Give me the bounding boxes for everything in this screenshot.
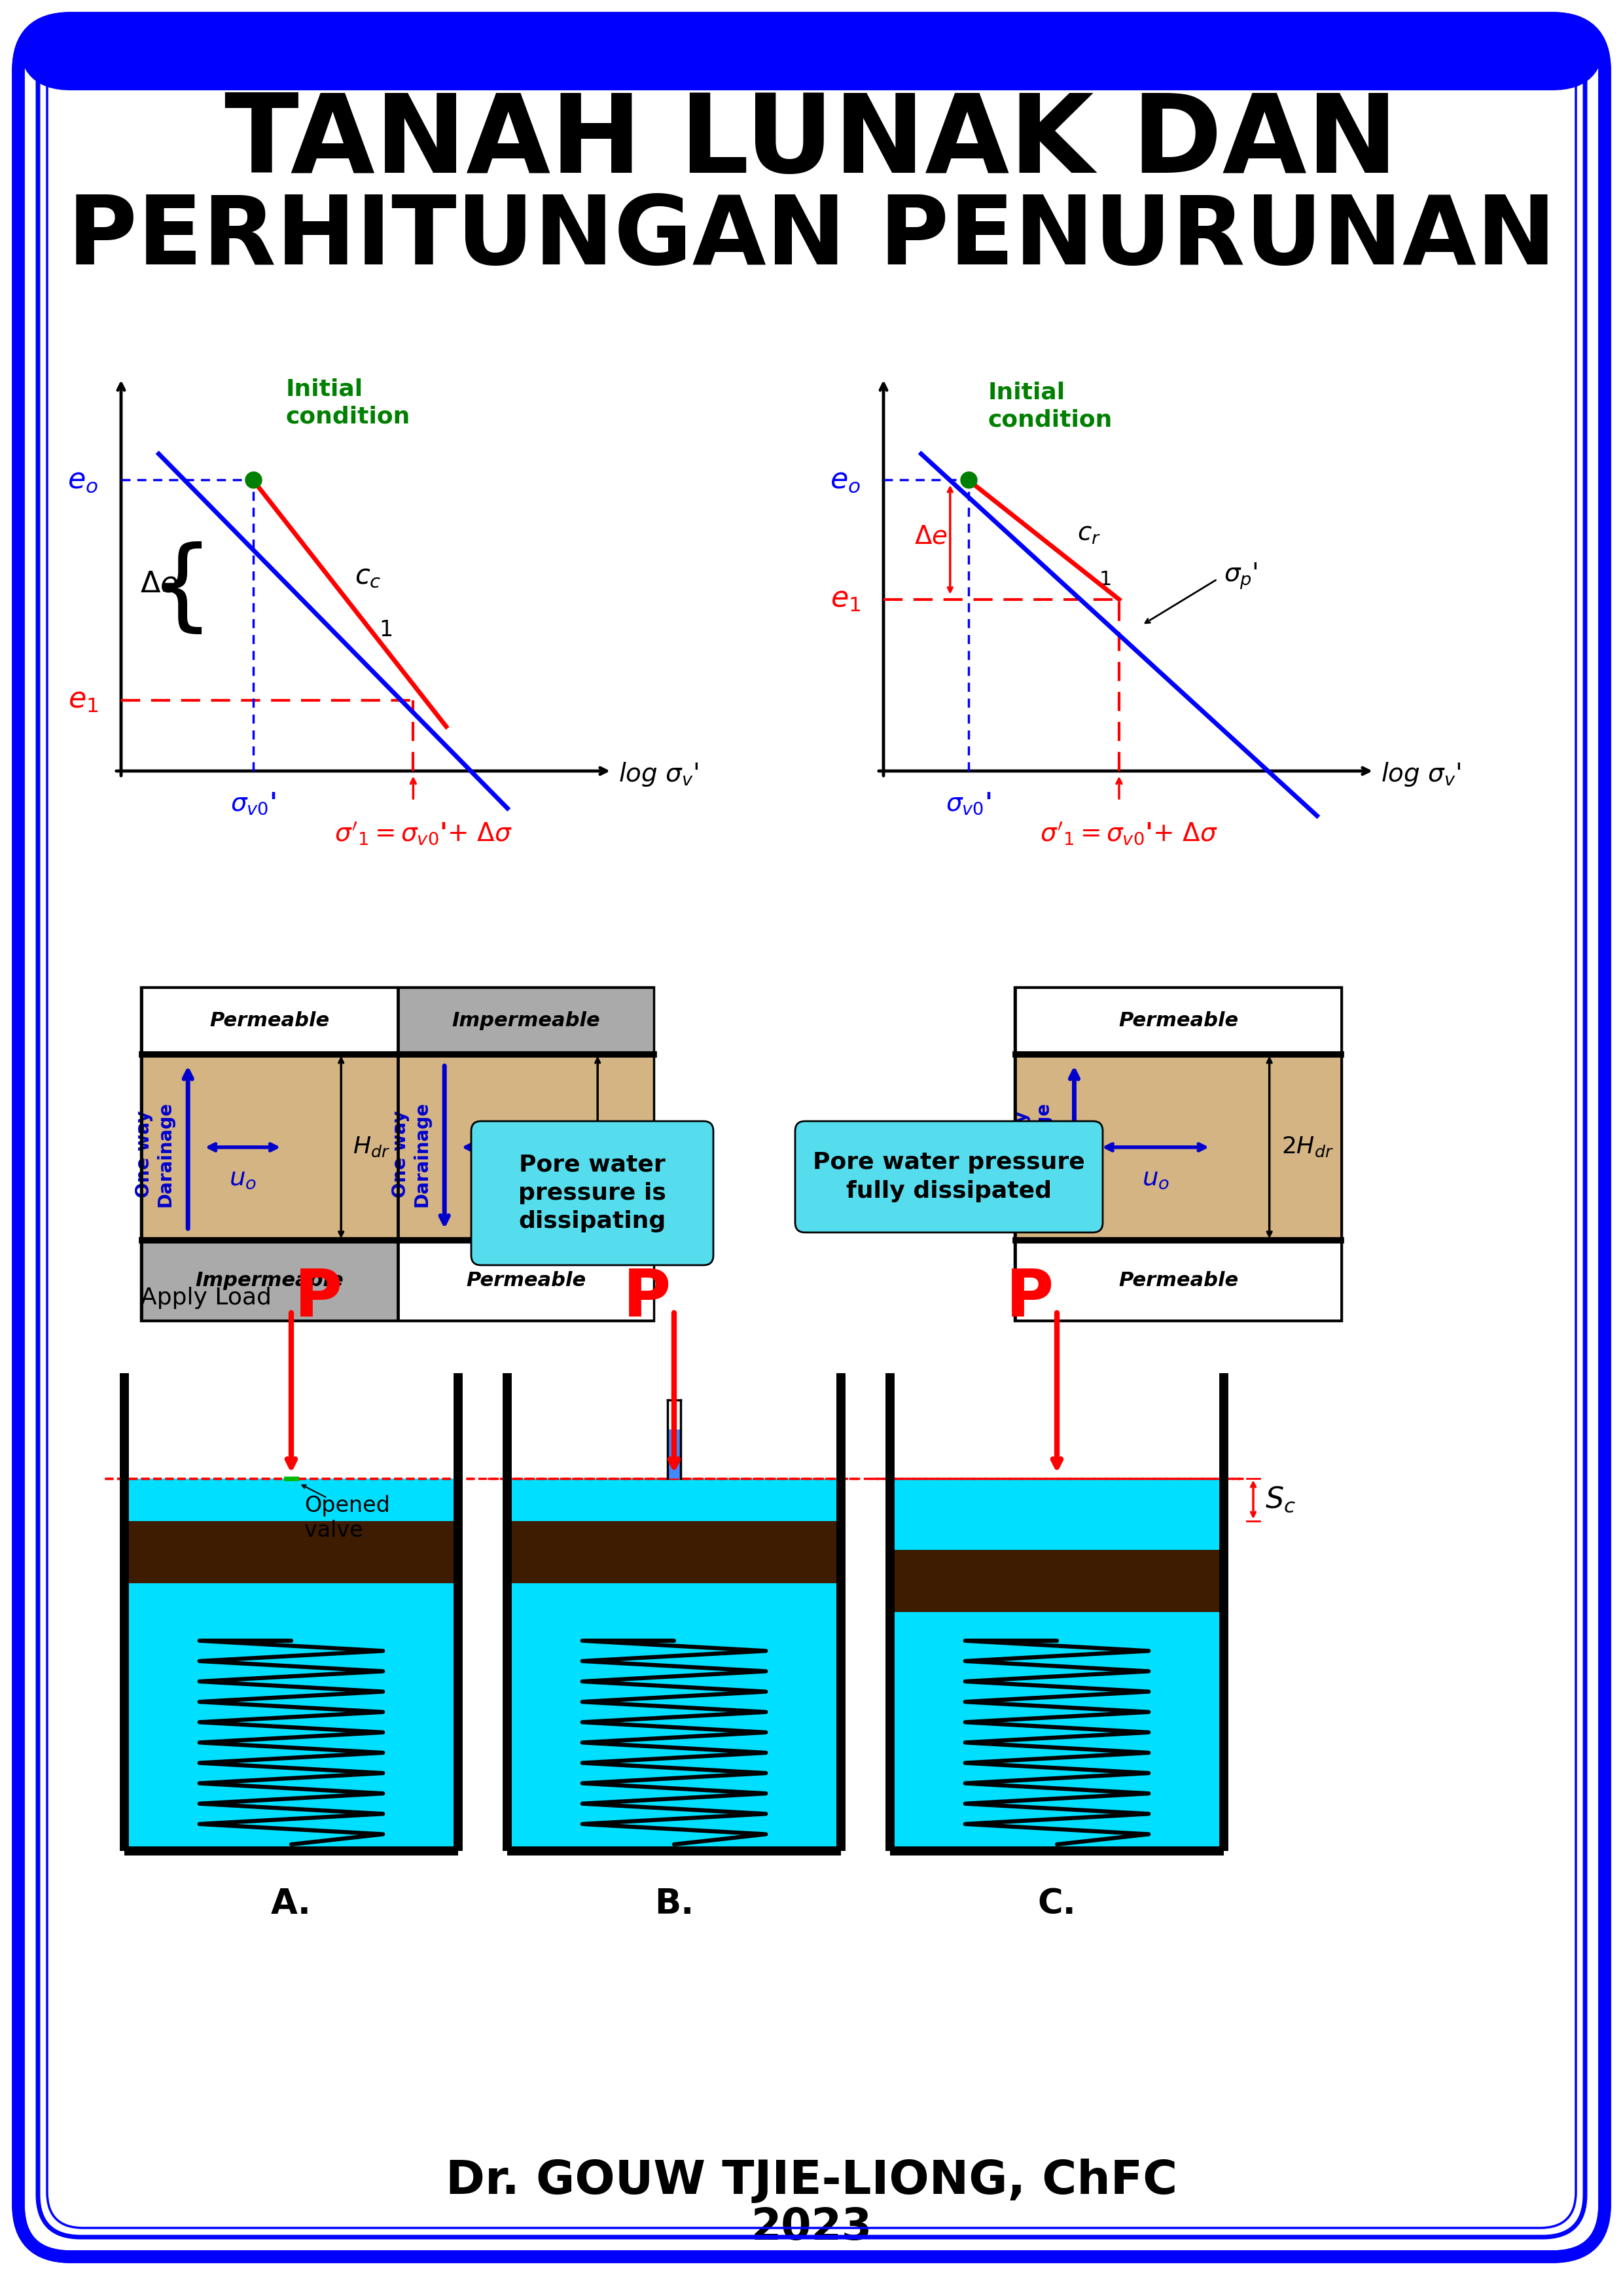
Bar (1016, 987, 1341, 1054)
Text: $\sigma_{v0}$': $\sigma_{v0}$' (230, 790, 276, 815)
Text: A.: A. (271, 1887, 312, 1922)
Text: {: { (151, 542, 214, 638)
Polygon shape (661, 1256, 687, 1258)
Text: Opened
valve: Opened valve (305, 1495, 390, 1541)
Text: Permeable: Permeable (466, 1270, 586, 1290)
Bar (143, 987, 398, 1320)
Text: P: P (294, 1265, 342, 1329)
Text: Impermeable: Impermeable (453, 1013, 601, 1031)
Bar (1016, 987, 1341, 1320)
Text: $c_c$: $c_c$ (355, 563, 381, 590)
Bar (143, 987, 398, 1320)
Text: $\sigma_p$': $\sigma_p$' (1224, 560, 1258, 590)
Text: $u_o$: $u_o$ (485, 1166, 513, 1189)
Text: $\Delta e$: $\Delta e$ (914, 523, 948, 549)
Text: 1: 1 (1099, 569, 1112, 590)
Text: $\sigma'_1=\sigma_{v0}$'$+\ \Delta\sigma$: $\sigma'_1=\sigma_{v0}$'$+\ \Delta\sigma… (334, 820, 511, 847)
Bar (1016, 987, 1341, 1320)
Text: $e_1$: $e_1$ (68, 687, 97, 714)
Text: $\Delta e$: $\Delta e$ (140, 569, 179, 597)
Text: $H_{dr}$: $H_{dr}$ (609, 1137, 646, 1159)
Text: Apply Load: Apply Load (141, 1286, 271, 1309)
Bar (399, 987, 654, 1320)
Text: PERHITUNGAN PENURUNAN: PERHITUNGAN PENURUNAN (67, 191, 1556, 285)
Bar (125, 1479, 458, 1522)
Bar (141, 987, 654, 1320)
Text: $u_o$: $u_o$ (1141, 1166, 1169, 1189)
Text: $H_{dr}$: $H_{dr}$ (352, 1137, 390, 1159)
Text: $S_c$: $S_c$ (1264, 1486, 1295, 1513)
Bar (125, 1479, 458, 1851)
Bar (125, 1522, 458, 1584)
Bar (143, 987, 398, 1054)
Text: Permeable: Permeable (1118, 1013, 1238, 1031)
Bar (667, 1428, 680, 1479)
Text: $2H_{dr}$: $2H_{dr}$ (1281, 1137, 1334, 1159)
FancyBboxPatch shape (18, 18, 1605, 90)
Text: $e_o$: $e_o$ (829, 466, 860, 494)
Bar (1016, 1240, 1341, 1320)
Bar (143, 1054, 398, 1240)
Text: log $\sigma_v$': log $\sigma_v$' (618, 760, 698, 788)
Bar (1016, 1054, 1341, 1240)
FancyBboxPatch shape (471, 1120, 714, 1265)
Bar (399, 987, 654, 1320)
Text: One way
Darainage: One way Darainage (135, 1102, 175, 1208)
Bar (143, 1240, 398, 1320)
Text: Pore water
pressure is
dissipating: Pore water pressure is dissipating (518, 1153, 665, 1233)
Text: P: P (623, 1265, 670, 1329)
Bar (506, 1522, 841, 1584)
Text: Dr. GOUW TJIE-LIONG, ChFC: Dr. GOUW TJIE-LIONG, ChFC (446, 2158, 1177, 2204)
Text: Initial
condition: Initial condition (286, 379, 411, 427)
FancyBboxPatch shape (795, 1120, 1102, 1233)
Text: $e_o$: $e_o$ (68, 466, 97, 494)
Text: $e_1$: $e_1$ (831, 585, 860, 613)
Text: B.: B. (654, 1887, 693, 1922)
Text: 1: 1 (378, 620, 393, 641)
Bar (506, 1479, 841, 1522)
Text: 2023: 2023 (751, 2206, 872, 2248)
Text: log $\sigma_v$': log $\sigma_v$' (1381, 760, 1461, 788)
Text: C.: C. (1037, 1887, 1076, 1922)
Text: Impermeable: Impermeable (195, 1270, 344, 1290)
Text: TANAH LUNAK DAN: TANAH LUNAK DAN (224, 90, 1399, 195)
Text: Permeable: Permeable (1118, 1270, 1238, 1290)
Polygon shape (1031, 1221, 1057, 1226)
FancyBboxPatch shape (32, 34, 1591, 2252)
Bar (889, 1479, 1224, 1851)
Text: Pore water pressure
fully dissipated: Pore water pressure fully dissipated (813, 1153, 1084, 1203)
Text: Permeable: Permeable (209, 1013, 329, 1031)
Text: $\sigma_{v0}$': $\sigma_{v0}$' (946, 790, 992, 815)
Bar (399, 1240, 654, 1320)
Bar (889, 1550, 1224, 1612)
Text: P: P (1006, 1265, 1053, 1329)
Text: $\sigma'_1=\sigma_{v0}$'$+\ \Delta\sigma$: $\sigma'_1=\sigma_{v0}$'$+\ \Delta\sigma… (1040, 820, 1217, 847)
Bar (1014, 987, 1342, 1320)
Bar (399, 987, 654, 1054)
Text: One way
Darainage: One way Darainage (391, 1102, 432, 1208)
Bar (506, 1479, 841, 1851)
Text: Two way
Darainage: Two way Darainage (1013, 1102, 1052, 1208)
Text: Initial
condition: Initial condition (988, 381, 1112, 432)
Bar (399, 1054, 654, 1240)
Text: $c_r$: $c_r$ (1078, 521, 1100, 546)
Text: $u_o$: $u_o$ (229, 1166, 256, 1189)
